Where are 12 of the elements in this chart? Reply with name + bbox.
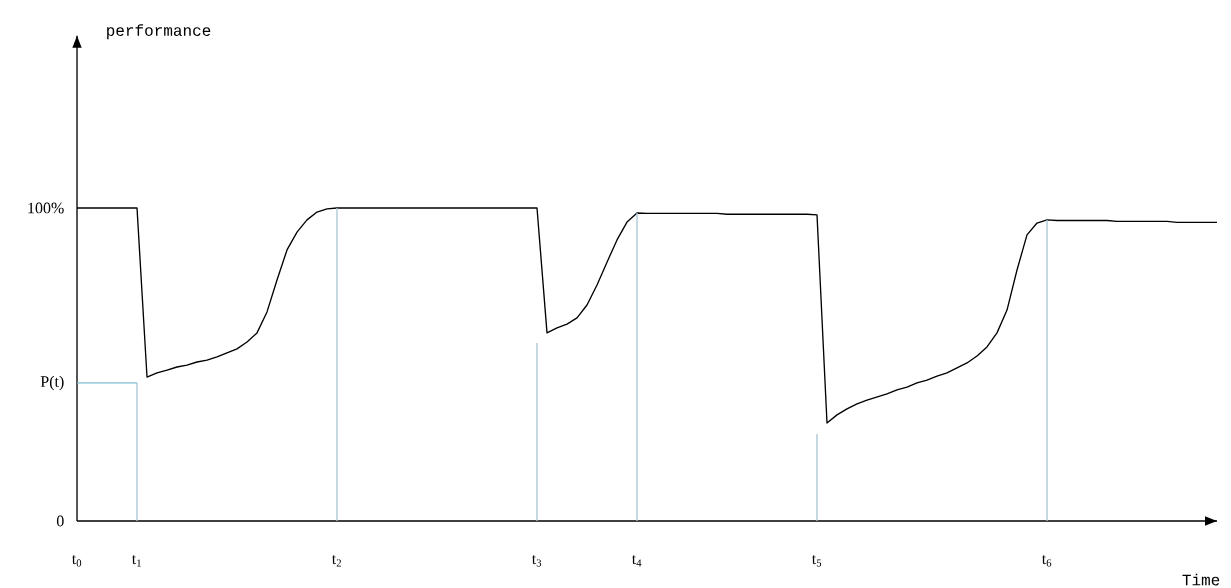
y-tick-label: 0 [56, 515, 64, 527]
x-tick-label: t$_{6}$ [1041, 555, 1052, 567]
y-tick-label: 100% [28, 202, 64, 214]
x-tick-label: t$_{0}$ [71, 555, 82, 567]
x-tick-label: t$_{2}$ [331, 555, 341, 567]
y-axis-title: performance [107, 24, 211, 40]
x-tick-label: t$_{4}$ [631, 555, 642, 567]
x-tick-label: t$_{3}$ [531, 555, 542, 567]
x-tick-label: t$_{5}$ [811, 555, 822, 567]
x-tick-label: t$_{1}$ [131, 555, 141, 567]
x-axis-title: Time [1182, 573, 1220, 586]
y-tick-label: P(t) [40, 375, 64, 391]
